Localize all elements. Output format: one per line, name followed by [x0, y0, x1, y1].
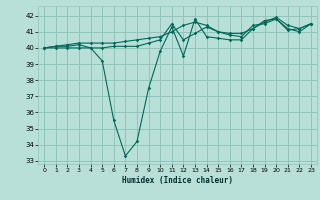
X-axis label: Humidex (Indice chaleur): Humidex (Indice chaleur) — [122, 176, 233, 185]
